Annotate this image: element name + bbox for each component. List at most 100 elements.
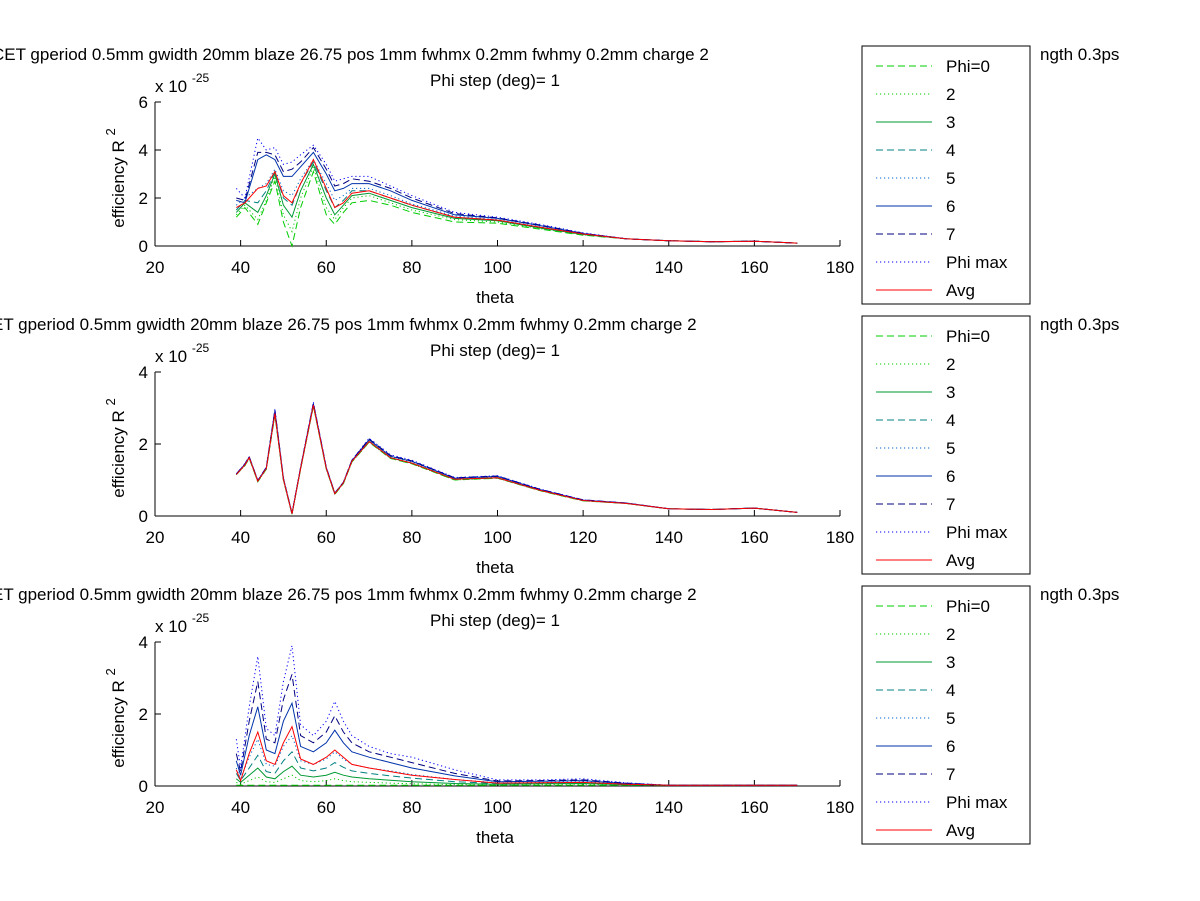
legend-label: 7	[946, 225, 955, 244]
chart-title: CET gperiod 0.5mm gwidth 20mm blaze 26.7…	[0, 45, 709, 64]
x-tick-label: 20	[146, 528, 165, 547]
y-axis-label: efficiency R 2	[103, 128, 128, 228]
series-line-6	[236, 151, 798, 244]
exponent-label: x 10 -25	[155, 71, 210, 96]
x-tick-label: 40	[231, 798, 250, 817]
legend-label: 6	[946, 737, 955, 756]
legend-label: Avg	[946, 281, 975, 300]
y-tick-label: 0	[139, 507, 148, 526]
legend-label: 6	[946, 467, 955, 486]
x-tick-label: 160	[740, 798, 768, 817]
legend-box	[861, 585, 1031, 845]
chart-panel-3: 20 40 60 80 100 120 140 160 180 0 2 4 x 10 -25 ET gpe…	[0, 585, 1119, 847]
x-tick-label: 80	[402, 528, 421, 547]
x-tick-label: 20	[146, 798, 165, 817]
legend-label: 2	[946, 355, 955, 374]
legend-label: 3	[946, 653, 955, 672]
y-tick-label: 4	[139, 633, 148, 652]
y-tick-label: 2	[139, 435, 148, 454]
legend-label: 3	[946, 113, 955, 132]
legend: Phi=0 2 3 4 5 6 7 Phi max Avg	[861, 585, 1031, 845]
series-line-9	[236, 158, 798, 244]
legend-label: 7	[946, 765, 955, 784]
exponent-power: -25	[192, 611, 210, 625]
chart-panel-2: 20 40 60 80 100 120 140 160 180 0 2 4 x 10 -25 ET gpe…	[0, 315, 1119, 577]
legend-box	[861, 45, 1031, 305]
x-axis-label: theta	[476, 828, 514, 847]
chart-title-tail: ngth 0.3ps	[1040, 315, 1119, 334]
series-line-8	[235, 136, 798, 244]
chart-subtitle: Phi step (deg)= 1	[430, 341, 560, 360]
chart-title: ET gperiod 0.5mm gwidth 20mm blaze 26.75…	[0, 585, 697, 604]
legend-label: 2	[946, 625, 955, 644]
x-tick-label: 60	[317, 258, 336, 277]
series-line-6	[235, 403, 798, 514]
x-tick-label: 180	[826, 798, 854, 817]
series-line-8	[235, 645, 798, 786]
series-line-3	[235, 405, 798, 514]
series-line-3	[235, 765, 798, 786]
x-tick-label: 60	[317, 528, 336, 547]
x-tick-label: 140	[655, 528, 683, 547]
x-tick-label: 120	[569, 528, 597, 547]
x-tick-label: 140	[655, 798, 683, 817]
legend-label: 5	[946, 169, 955, 188]
x-axis-label: theta	[476, 288, 514, 307]
legend-label: Phi max	[946, 793, 1008, 812]
x-tick-label: 120	[569, 258, 597, 277]
legend-label: Phi=0	[946, 597, 990, 616]
legend-label: 5	[946, 709, 955, 728]
series-line-5	[235, 404, 798, 514]
exponent-label: x 10 -25	[155, 611, 210, 636]
x-tick-label: 180	[826, 528, 854, 547]
legend-label: 2	[946, 85, 955, 104]
x-tick-label: 80	[402, 798, 421, 817]
chart-title-tail: ngth 0.3ps	[1040, 45, 1119, 64]
series-line-6	[235, 701, 798, 786]
chart-title: ET gperiod 0.5mm gwidth 20mm blaze 26.75…	[0, 315, 697, 334]
legend-label: 4	[946, 681, 955, 700]
series-line-4	[235, 750, 798, 786]
x-tick-label: 140	[655, 258, 683, 277]
legend: Phi=0 2 3 4 5 6 7 Phi max Avg	[861, 45, 1031, 305]
y-tick-label: 6	[139, 93, 148, 112]
exponent-power: -25	[192, 341, 210, 355]
series-line-8	[235, 402, 798, 514]
x-tick-label: 120	[569, 798, 597, 817]
x-axis-label: theta	[476, 558, 514, 577]
series-line-4	[235, 405, 798, 514]
legend-label: Phi max	[946, 253, 1008, 272]
y-axis-label: efficiency R 2	[103, 398, 128, 498]
y-axis-label-superscript: 2	[103, 398, 118, 405]
legend-label: Avg	[946, 551, 975, 570]
x-tick-label: 80	[402, 258, 421, 277]
exponent-label: x 10 -25	[155, 341, 210, 366]
legend-label: Avg	[946, 821, 975, 840]
series-line-1	[235, 406, 798, 515]
series-line-9	[235, 725, 798, 786]
x-tick-label: 40	[231, 528, 250, 547]
series-line-7	[236, 146, 798, 244]
x-tick-label: 60	[317, 798, 336, 817]
legend-label: 6	[946, 197, 955, 216]
chart-subtitle: Phi step (deg)= 1	[430, 611, 560, 630]
series-line-9	[235, 405, 798, 514]
series-line-7	[235, 674, 798, 786]
x-tick-label: 160	[740, 258, 768, 277]
x-tick-label: 100	[483, 798, 511, 817]
chart-panel-1: 20 40 60 80 100 120 140 160 180 0 2 4 6 x 10 -25 CET g…	[0, 45, 1119, 307]
legend-label: 7	[946, 495, 955, 514]
x-tick-label: 100	[483, 528, 511, 547]
y-tick-label: 2	[139, 705, 148, 724]
chart-subtitle: Phi step (deg)= 1	[430, 71, 560, 90]
legend-label: Phi=0	[946, 57, 990, 76]
legend-label: Phi=0	[946, 327, 990, 346]
y-tick-label: 4	[139, 141, 148, 160]
legend-label: 4	[946, 411, 955, 430]
series-line-5	[235, 158, 798, 244]
y-tick-label: 0	[139, 777, 148, 796]
series-line-2	[235, 406, 798, 515]
x-tick-label: 160	[740, 528, 768, 547]
y-tick-label: 0	[139, 237, 148, 256]
